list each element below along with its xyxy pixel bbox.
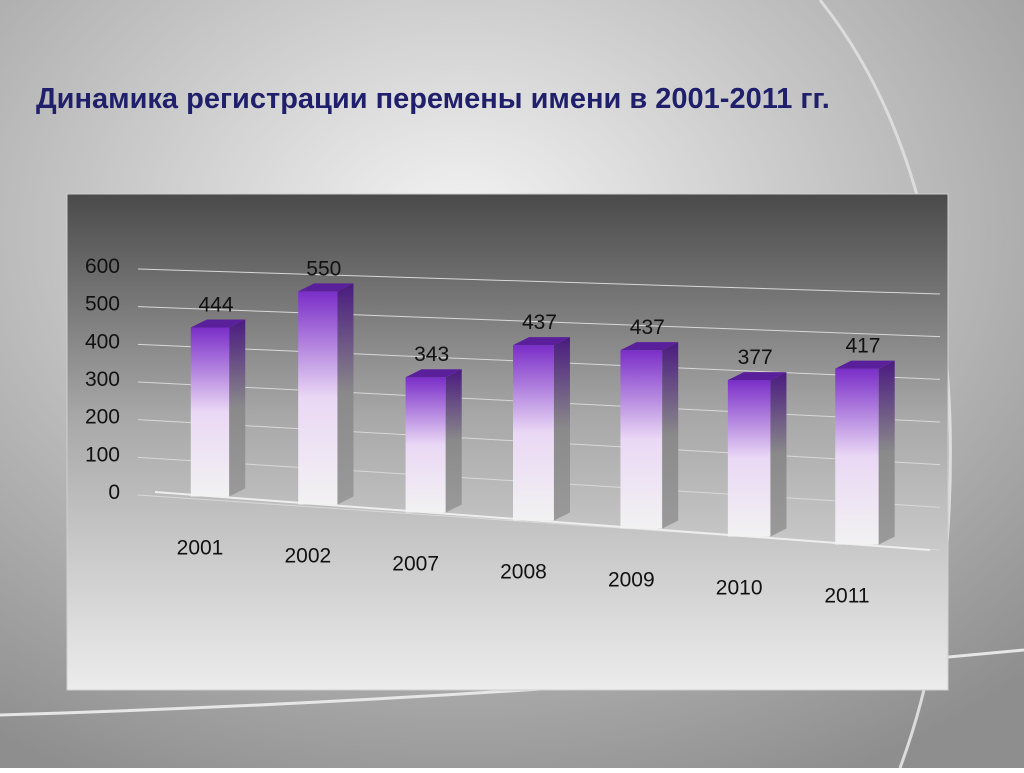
bar-top xyxy=(727,372,787,381)
bar xyxy=(190,327,230,497)
axis-line xyxy=(154,491,931,551)
bar xyxy=(513,345,554,521)
value-label: 550 xyxy=(306,257,341,280)
value-label: 444 xyxy=(198,294,233,317)
slide-title: Динамика регистрации перемены имени в 20… xyxy=(36,83,830,115)
x-tick-label: 2002 xyxy=(284,544,331,567)
bar-side xyxy=(445,369,462,513)
x-tick-label: 2008 xyxy=(500,561,547,584)
bar-side xyxy=(662,342,679,529)
bar xyxy=(727,380,771,537)
bar-top xyxy=(513,337,570,346)
value-label: 377 xyxy=(738,346,773,369)
bar-top xyxy=(835,360,895,369)
grid-line xyxy=(137,268,941,295)
x-tick-label: 2007 xyxy=(392,552,439,575)
value-label: 417 xyxy=(845,335,880,358)
y-tick-label: 400 xyxy=(85,330,120,353)
bar-side xyxy=(337,283,354,505)
grid-line xyxy=(137,306,941,338)
y-tick-label: 200 xyxy=(85,406,120,429)
y-tick-label: 0 xyxy=(108,481,120,504)
x-tick-label: 2009 xyxy=(608,569,655,592)
bar xyxy=(298,291,338,505)
bar-side xyxy=(553,337,570,521)
bar-side xyxy=(229,319,246,497)
y-tick-label: 100 xyxy=(85,443,120,466)
bar-side xyxy=(770,372,787,537)
bar-top xyxy=(620,342,679,351)
bar xyxy=(405,377,446,513)
chart: 0 100 200 300 400 500 600 2001 444 2002 550 2007 343… xyxy=(85,255,941,608)
bar-top xyxy=(190,319,246,328)
bar-top xyxy=(298,283,354,292)
y-tick-label: 300 xyxy=(85,368,120,391)
value-label: 343 xyxy=(414,343,449,366)
bar-side xyxy=(878,360,895,545)
value-label: 437 xyxy=(522,311,557,334)
y-tick-label: 500 xyxy=(85,293,120,316)
x-tick-label: 2010 xyxy=(716,577,763,600)
value-label: 437 xyxy=(630,316,665,339)
y-tick-label: 600 xyxy=(85,255,120,278)
bar-top xyxy=(405,369,462,378)
bar xyxy=(835,368,879,545)
x-tick-label: 2001 xyxy=(177,536,224,559)
bar xyxy=(620,350,663,529)
x-tick-label: 2011 xyxy=(824,585,869,608)
